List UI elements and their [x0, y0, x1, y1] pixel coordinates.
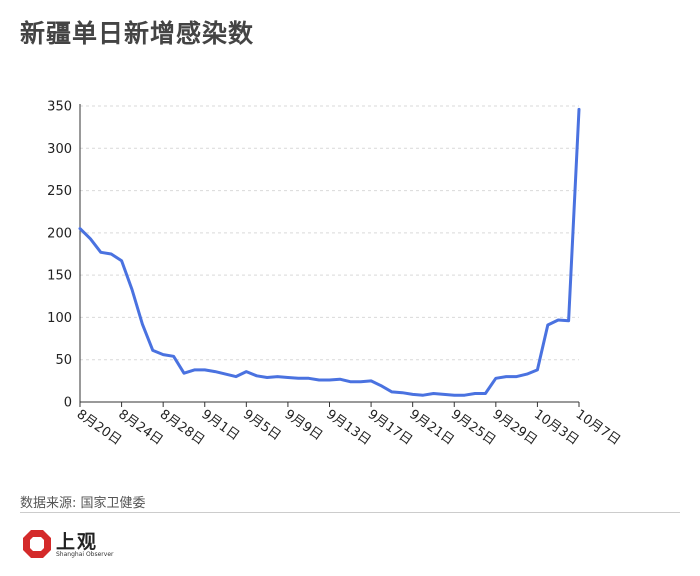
y-tick-label: 150 [47, 269, 72, 284]
data-point [411, 392, 415, 396]
x-tick-label: 10月7日 [573, 407, 623, 448]
data-point [109, 252, 113, 256]
data-point [483, 392, 487, 396]
x-tick-label: 8月24日 [115, 407, 165, 448]
data-point [224, 372, 228, 376]
y-tick-label: 300 [47, 142, 72, 157]
data-point [473, 392, 477, 396]
data-point [348, 380, 352, 384]
y-tick-label: 100 [47, 311, 72, 326]
data-point [99, 250, 103, 254]
series [78, 107, 581, 397]
x-tick-label: 9月9日 [282, 407, 325, 444]
data-point [369, 379, 373, 383]
data-point [421, 393, 425, 397]
logo-english-text: Shanghai Observer [56, 551, 114, 558]
logo-octagon-icon [23, 530, 51, 558]
logo: 上观 Shanghai Observer [22, 527, 122, 563]
data-point [192, 368, 196, 372]
data-point [244, 370, 248, 374]
data-point [577, 107, 581, 111]
data-point [265, 375, 269, 379]
x-tick-label: 10月3日 [531, 407, 581, 448]
data-point [213, 370, 217, 374]
data-point [400, 391, 404, 395]
y-tick-label: 200 [47, 226, 72, 241]
divider [20, 512, 680, 513]
y-tick-label: 350 [47, 100, 72, 115]
data-point [359, 380, 363, 384]
data-point [317, 378, 321, 382]
x-tick-label: 9月5日 [240, 407, 283, 444]
x-tick-label: 8月20日 [74, 407, 124, 448]
data-point [525, 372, 529, 376]
y-tick-label: 0 [64, 396, 72, 411]
data-point [379, 384, 383, 388]
data-point [338, 377, 342, 381]
gridlines [79, 104, 579, 403]
data-point [494, 376, 498, 380]
data-point [203, 368, 207, 372]
data-point [120, 259, 124, 263]
x-tick-label: 9月25日 [448, 407, 498, 448]
data-point [452, 393, 456, 397]
data-point [88, 237, 92, 241]
data-point [182, 371, 186, 375]
data-point [161, 353, 165, 357]
data-point [504, 375, 508, 379]
data-point [307, 376, 311, 380]
series-line [78, 107, 581, 397]
data-point [234, 375, 238, 379]
x-tick-label: 9月17日 [365, 407, 415, 448]
data-point [286, 375, 290, 379]
y-tick-label: 250 [47, 184, 72, 199]
x-tick-label: 9月29日 [490, 407, 540, 448]
data-source: 数据来源: 国家卫健委 [20, 496, 146, 511]
data-point [255, 374, 259, 378]
data-point [546, 323, 550, 327]
data-point [463, 393, 467, 397]
data-point [78, 227, 82, 231]
x-tick-label: 9月21日 [406, 407, 456, 448]
data-point [151, 348, 155, 352]
data-point [130, 288, 134, 292]
data-point [276, 375, 280, 379]
x-tick-label: 9月13日 [323, 407, 373, 448]
x-axis: 8月20日8月24日8月28日9月1日9月5日9月9日9月13日9月17日9月2… [74, 402, 623, 448]
data-point [140, 322, 144, 326]
logo-chinese-text: 上观 [56, 531, 99, 553]
y-axis: 0 50 100 150 200 250 300 350 [47, 100, 72, 411]
data-point [328, 378, 332, 382]
chart-title: 新疆单日新增感染数 [20, 19, 255, 48]
data-point [535, 368, 539, 372]
data-point [296, 376, 300, 380]
data-point [515, 375, 519, 379]
x-tick-label: 8月28日 [157, 407, 207, 448]
data-point [567, 319, 571, 323]
data-point [431, 392, 435, 396]
data-point [390, 390, 394, 394]
y-tick-label: 50 [55, 353, 72, 368]
data-point [442, 392, 446, 396]
data-point [556, 318, 560, 322]
data-point [172, 354, 176, 358]
